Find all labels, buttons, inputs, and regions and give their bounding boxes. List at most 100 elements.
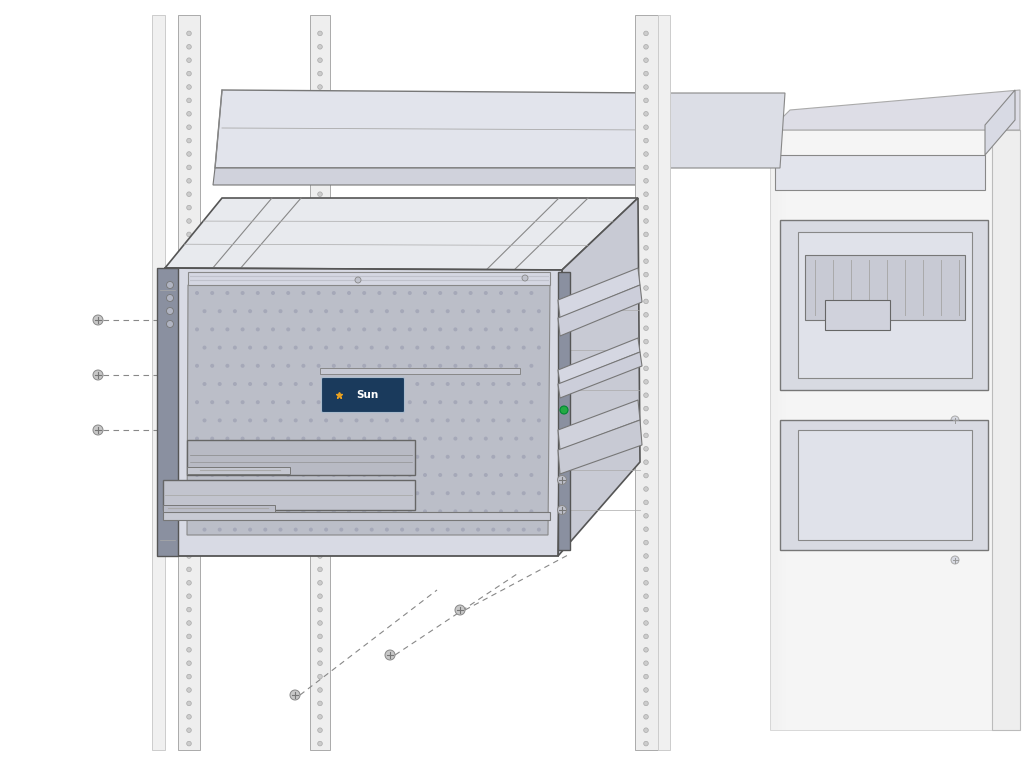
Circle shape [483, 364, 487, 368]
Circle shape [332, 327, 336, 331]
Circle shape [286, 327, 290, 331]
Circle shape [644, 661, 648, 665]
Circle shape [186, 634, 191, 639]
Circle shape [186, 473, 191, 478]
Circle shape [476, 346, 480, 349]
Circle shape [317, 340, 323, 344]
Circle shape [408, 291, 412, 295]
Circle shape [210, 436, 214, 440]
Circle shape [644, 138, 648, 143]
Polygon shape [213, 168, 655, 185]
Circle shape [248, 527, 252, 532]
Circle shape [423, 473, 427, 477]
Circle shape [186, 98, 191, 103]
Circle shape [195, 436, 199, 440]
Circle shape [385, 491, 389, 495]
Circle shape [317, 366, 323, 371]
Circle shape [392, 473, 396, 477]
Circle shape [469, 473, 473, 477]
Circle shape [370, 527, 374, 532]
Circle shape [332, 436, 336, 440]
Circle shape [317, 232, 323, 237]
Circle shape [317, 85, 323, 89]
Circle shape [454, 291, 458, 295]
Circle shape [186, 326, 191, 330]
Circle shape [301, 401, 305, 404]
Circle shape [332, 473, 336, 477]
Circle shape [499, 327, 503, 331]
Circle shape [317, 71, 323, 76]
Circle shape [186, 192, 191, 197]
Circle shape [286, 364, 290, 368]
Circle shape [499, 364, 503, 368]
Circle shape [507, 527, 511, 532]
Circle shape [408, 473, 412, 477]
Circle shape [492, 382, 496, 386]
Circle shape [279, 455, 283, 459]
Circle shape [492, 455, 496, 459]
Circle shape [195, 327, 199, 331]
Circle shape [317, 111, 323, 116]
Circle shape [186, 420, 191, 424]
Circle shape [400, 309, 404, 313]
Circle shape [416, 382, 419, 386]
Circle shape [186, 567, 191, 571]
Circle shape [294, 527, 298, 532]
Circle shape [317, 581, 323, 585]
Circle shape [195, 401, 199, 404]
Circle shape [241, 510, 245, 513]
Circle shape [385, 346, 389, 349]
Circle shape [454, 436, 458, 440]
Circle shape [644, 500, 648, 504]
Circle shape [469, 401, 473, 404]
Circle shape [476, 455, 480, 459]
Polygon shape [310, 15, 330, 750]
Circle shape [317, 567, 323, 571]
Circle shape [93, 425, 103, 435]
Circle shape [454, 401, 458, 404]
Circle shape [241, 327, 245, 331]
Polygon shape [805, 255, 965, 320]
Circle shape [370, 491, 374, 495]
Circle shape [210, 510, 214, 513]
Circle shape [370, 346, 374, 349]
Circle shape [195, 364, 199, 368]
Circle shape [301, 364, 305, 368]
Polygon shape [658, 15, 670, 750]
Circle shape [438, 436, 442, 440]
Circle shape [644, 299, 648, 304]
Circle shape [370, 455, 374, 459]
Circle shape [232, 382, 237, 386]
Circle shape [256, 401, 260, 404]
Circle shape [317, 192, 323, 197]
Circle shape [186, 648, 191, 652]
Circle shape [644, 205, 648, 210]
Circle shape [203, 491, 207, 495]
Circle shape [537, 527, 541, 532]
Circle shape [529, 291, 534, 295]
Circle shape [644, 674, 648, 679]
Circle shape [316, 401, 321, 404]
Circle shape [248, 491, 252, 495]
Circle shape [521, 346, 525, 349]
Circle shape [301, 327, 305, 331]
Circle shape [339, 382, 343, 386]
Circle shape [354, 491, 358, 495]
Circle shape [469, 510, 473, 513]
Circle shape [317, 473, 323, 478]
Circle shape [317, 527, 323, 532]
Circle shape [423, 364, 427, 368]
Circle shape [423, 510, 427, 513]
Circle shape [256, 436, 260, 440]
Circle shape [186, 31, 191, 36]
Circle shape [186, 487, 191, 491]
Circle shape [355, 277, 361, 283]
Circle shape [400, 346, 404, 349]
Circle shape [644, 272, 648, 277]
Circle shape [317, 648, 323, 652]
Circle shape [186, 446, 191, 451]
Circle shape [317, 313, 323, 317]
Circle shape [325, 418, 328, 423]
Circle shape [537, 491, 541, 495]
Circle shape [354, 527, 358, 532]
